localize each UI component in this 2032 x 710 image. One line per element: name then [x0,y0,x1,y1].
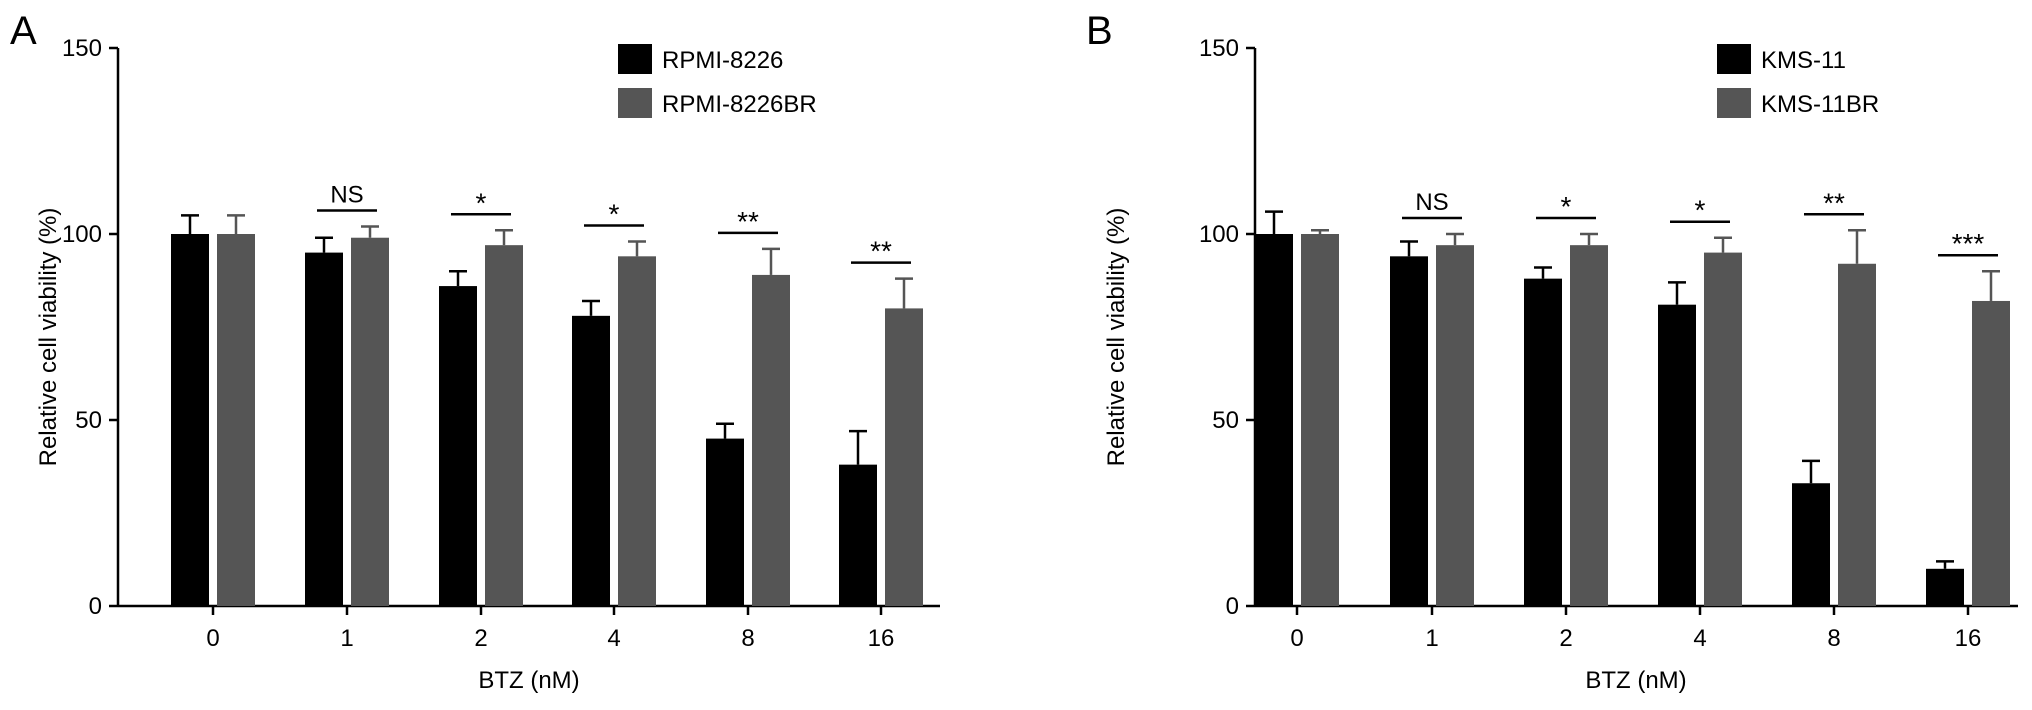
x-tick-label: 4 [607,625,620,652]
significance-label: * [609,198,620,229]
bar-resistant [1838,263,1876,606]
significance-label: NS [330,182,363,209]
bar-resistant [1704,252,1742,606]
y-tick-label: 50 [75,407,102,434]
y-tick-label: 100 [62,221,102,248]
legend-swatch [1717,44,1751,74]
bar-resistant [217,234,255,606]
bar-resistant [351,237,389,606]
x-tick-label: 8 [1827,625,1840,652]
x-tick-label: 0 [1290,625,1303,652]
x-tick-label: 1 [340,625,353,652]
panel-label: A [10,9,37,53]
bar-parental [706,438,744,606]
significance-label: ** [1823,187,1845,218]
legend-label: RPMI-8226BR [662,91,817,118]
bar-resistant [885,308,923,606]
bar-parental [305,252,343,606]
x-tick-label: 4 [1693,625,1706,652]
y-axis-label: Relative cell viability (%) [35,208,62,467]
bar-resistant [1301,234,1339,606]
y-tick-label: 150 [62,35,102,62]
bar-parental [1926,568,1964,606]
significance-label: *** [1952,228,1985,259]
bar-parental [1524,278,1562,606]
x-axis-label: BTZ (nM) [1585,667,1686,694]
significance-label: ** [870,236,892,267]
legend-swatch [618,88,652,118]
x-tick-label: 1 [1425,625,1438,652]
bar-resistant [752,274,790,606]
legend-swatch [618,44,652,74]
bar-parental [839,464,877,606]
significance-label: * [476,187,487,218]
bar-parental [171,234,209,606]
x-tick-label: 16 [868,625,895,652]
bar-parental [1255,234,1293,606]
bar-parental [439,286,477,606]
legend-label: KMS-11 [1761,47,1846,74]
bar-resistant [1570,245,1608,606]
bar-parental [1792,483,1830,606]
bar-resistant [1972,300,2010,606]
significance-label: NS [1415,189,1448,216]
x-tick-label: 16 [1955,625,1982,652]
y-tick-label: 150 [1199,35,1239,62]
y-tick-label: 0 [1226,593,1239,620]
legend-label: KMS-11BR [1761,91,1879,118]
significance-label: * [1561,191,1572,222]
significance-label: * [1695,195,1706,226]
bar-resistant [618,256,656,606]
y-axis-label: Relative cell viability (%) [1103,208,1130,467]
bar-resistant [1436,245,1474,606]
x-tick-label: 8 [741,625,754,652]
y-tick-label: 100 [1199,221,1239,248]
bar-parental [1390,256,1428,606]
significance-label: ** [737,206,759,237]
legend-label: RPMI-8226 [662,47,783,74]
y-tick-label: 0 [89,593,102,620]
panel-label: B [1086,9,1113,53]
bar-resistant [485,245,523,606]
bar-parental [572,315,610,606]
x-tick-label: 0 [206,625,219,652]
x-axis-label: BTZ (nM) [478,667,579,694]
bar-parental [1658,304,1696,606]
x-tick-label: 2 [1559,625,1572,652]
legend-swatch [1717,88,1751,118]
x-tick-label: 2 [474,625,487,652]
y-tick-label: 50 [1212,407,1239,434]
